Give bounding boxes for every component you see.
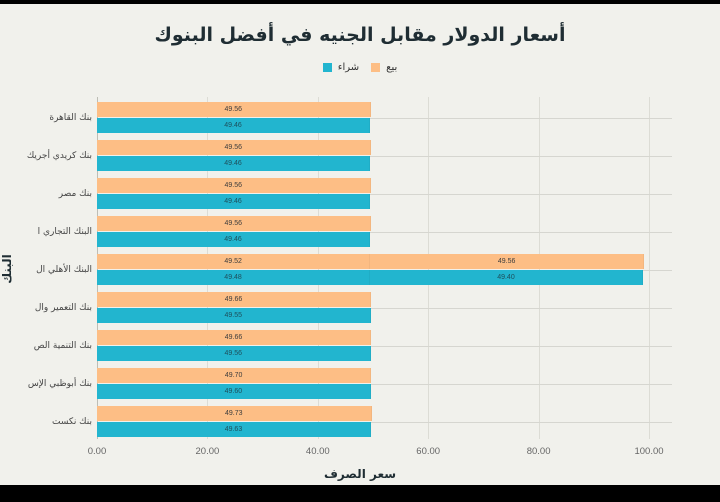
sell-bar-segment: 49.56	[97, 178, 371, 193]
category-label: بنك أبوظبي الإس	[27, 379, 92, 389]
buy-bar-segment: 49.55	[97, 308, 371, 323]
buy-bar[interactable]: 49.46	[97, 194, 371, 209]
x-gridline	[649, 97, 650, 439]
buy-bar[interactable]: 49.56	[97, 346, 371, 361]
buy-bar[interactable]: 49.48 49.40	[97, 270, 643, 285]
category-label: بنك التعمير وال	[34, 303, 92, 313]
sell-bar[interactable]: 49.56	[97, 216, 371, 231]
y-gridline	[97, 308, 672, 309]
buy-bar[interactable]: 49.46	[97, 232, 371, 247]
category-label: البنك الأهلي ال	[36, 265, 92, 275]
buy-swatch-icon	[322, 63, 332, 72]
y-gridline	[97, 346, 672, 347]
x-axis-title: سعر الصرف	[323, 467, 397, 481]
sell-bar[interactable]: 49.56	[97, 102, 371, 117]
legend-sell-label: بيع	[386, 62, 398, 73]
x-tick-label: 40.00	[305, 446, 330, 457]
y-gridline	[97, 156, 672, 157]
buy-bar-segment: 49.46	[97, 194, 371, 209]
chart-title: أسعار الدولار مقابل الجنيه في أفضل البنو…	[154, 24, 566, 46]
sell-bar[interactable]: 49.52 49.56	[97, 254, 644, 269]
legend-item-buy[interactable]: شراء	[322, 62, 360, 73]
legend-item-sell[interactable]: بيع	[371, 62, 397, 73]
sell-bar-segment: 49.56	[370, 254, 644, 269]
buy-bar-segment: 49.48	[97, 270, 371, 285]
y-gridline	[97, 422, 672, 423]
x-tick-label: 0.00	[87, 446, 107, 457]
buy-bar[interactable]: 49.63	[97, 422, 371, 437]
x-tick-label: 100.00	[634, 446, 664, 457]
sell-swatch-icon	[371, 63, 381, 72]
x-tick-label: 60.00	[416, 446, 441, 457]
sell-bar-segment: 49.70	[97, 368, 372, 383]
sell-bar[interactable]: 49.56	[97, 140, 371, 155]
sell-bar-segment: 49.66	[97, 330, 372, 345]
buy-bar[interactable]: 49.55	[97, 308, 371, 323]
buy-bar[interactable]: 49.60	[97, 384, 371, 399]
sell-bar-segment: 49.56	[97, 140, 371, 155]
buy-bar-segment: 49.40	[370, 270, 643, 285]
y-gridline	[97, 118, 672, 119]
sell-bar[interactable]: 49.56	[97, 178, 371, 193]
sell-bar[interactable]: 49.66	[97, 292, 372, 307]
buy-bar[interactable]: 49.46	[97, 156, 371, 171]
buy-bar-segment: 49.46	[97, 232, 371, 247]
category-label: البنك التجاري ا	[37, 227, 92, 237]
buy-bar-segment: 49.63	[97, 422, 371, 437]
sell-bar[interactable]: 49.73	[97, 406, 372, 421]
x-tick-label: 20.00	[195, 446, 220, 457]
buy-bar-segment: 49.46	[97, 118, 371, 133]
buy-bar-segment: 49.60	[97, 384, 371, 399]
buy-bar-segment: 49.46	[97, 156, 371, 171]
chart-legend: بيع شراء	[0, 62, 720, 73]
buy-bar[interactable]: 49.46	[97, 118, 371, 133]
y-gridline	[97, 232, 672, 233]
sell-bar-segment: 49.73	[97, 406, 372, 421]
x-tick-label: 80.00	[526, 446, 551, 457]
sell-bar-segment: 49.52	[97, 254, 371, 269]
y-gridline	[97, 194, 672, 195]
sell-bar[interactable]: 49.66	[97, 330, 372, 345]
category-label: بنك مصر	[58, 189, 92, 199]
legend-buy-label: شراء	[337, 62, 360, 73]
plot-area: 49.56 49.46 49.56 49.46 49.56 49.46 49.56 49.46…	[97, 97, 672, 439]
sell-bar-segment: 49.66	[97, 292, 372, 307]
sell-bar-segment: 49.56	[97, 216, 371, 231]
category-label: بنك كريدي أجريك	[26, 151, 92, 161]
y-gridline	[97, 384, 672, 385]
sell-bar[interactable]: 49.70	[97, 368, 372, 383]
buy-bar-segment: 49.56	[97, 346, 371, 361]
category-label: بنك نكست	[51, 417, 92, 427]
sell-bar-segment: 49.56	[97, 102, 371, 117]
category-label: بنك التنمية الص	[33, 341, 92, 351]
chart-frame: أسعار الدولار مقابل الجنيه في أفضل البنو…	[0, 4, 720, 485]
category-label: بنك القاهرة	[49, 113, 92, 123]
